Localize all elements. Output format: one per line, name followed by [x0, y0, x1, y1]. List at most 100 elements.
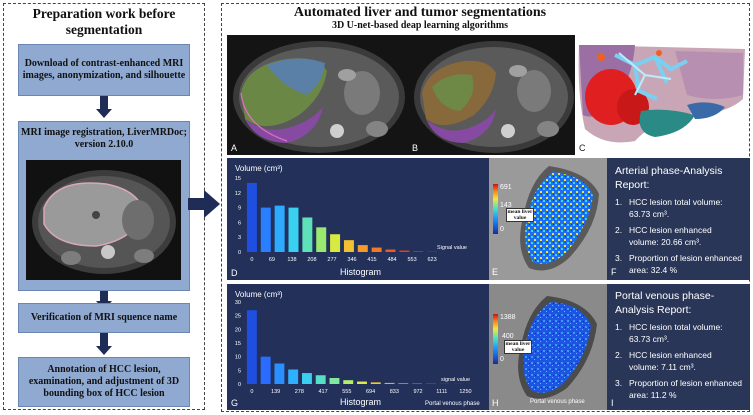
- histogram-g: Volume (cm³) signal value Histogram Port…: [227, 284, 490, 410]
- big-arrow-shaft: [188, 198, 204, 210]
- step-annotation-text: Annotation of HCC lesion, examination, a…: [28, 364, 180, 399]
- map-e-scale-min: 0: [500, 226, 504, 233]
- report-item-number: 3.: [615, 253, 623, 263]
- chart-d-bar: [385, 249, 396, 252]
- map-e-scale-mid: 143: [500, 202, 512, 209]
- report-portal: Portal venous phase-Analysis Report: 1. H…: [607, 284, 750, 410]
- chart-d-xtick: 208: [307, 257, 316, 263]
- step-annotation: Annotation of HCC lesion, examination, a…: [18, 357, 190, 407]
- chart-g-bar: [398, 383, 409, 384]
- chart-d-bar: [302, 217, 313, 252]
- chart-g-ylabel: Volume (cm³): [235, 290, 283, 299]
- chart-d-ytick: 3: [238, 235, 241, 241]
- histogram-d-svg: Volume (cm³) Signal value Histogram D 0 3…: [231, 164, 467, 278]
- histogram-d: Volume (cm³) Signal value Histogram D 0 3…: [227, 158, 490, 280]
- chart-d-xtick: 553: [407, 257, 416, 263]
- chart-d-xtick: 277: [327, 257, 336, 263]
- chart-g-xtick: 278: [295, 389, 304, 395]
- chart-d-xtick: 623: [427, 257, 436, 263]
- report-item-text: Proportion of lesion enhanced area: 11.2…: [629, 378, 742, 400]
- report-portal-item: 2. HCC lesion enhanced volume: 7.11 cm³.: [615, 349, 742, 373]
- report-arterial-item: 2. HCC lesion enhanced volume: 20.66 cm³.: [615, 224, 742, 248]
- chart-d-bar: [371, 247, 382, 252]
- report-item-number: 3.: [615, 378, 623, 388]
- chart-d-bar: [316, 227, 327, 252]
- chart-g-xtick: 694: [366, 389, 375, 395]
- chart-d-ytick: 9: [238, 206, 241, 212]
- chart-g-bar: [274, 363, 285, 384]
- report-portal-item: 1. HCC lesion total volume: 63.73 cm³.: [615, 321, 742, 345]
- map-h-scale-mid: 400: [502, 333, 514, 340]
- report-arterial-item: 1. HCC lesion total volume: 63.73 cm³.: [615, 196, 742, 220]
- report-item-text: HCC lesion total volume: 63.73 cm³.: [629, 322, 723, 344]
- chart-g-bar: [384, 382, 395, 384]
- chart-d-bar: [399, 250, 410, 252]
- chart-g-bar: [370, 382, 381, 384]
- chart-d-xtick: 484: [387, 257, 396, 263]
- arrow-shaft-1: [100, 96, 108, 110]
- scan-b-image: [408, 35, 576, 155]
- chart-d-xtick: 0: [250, 257, 253, 263]
- report-item-number: 2.: [615, 225, 623, 235]
- chart-g-bar: [357, 381, 367, 384]
- chart-g-xtick: 555: [342, 389, 351, 395]
- chart-g-bar: [315, 375, 326, 384]
- chart-g-bar: [343, 380, 354, 384]
- chart-g-xtick: 0: [250, 389, 253, 395]
- chart-d-bar: [330, 234, 341, 252]
- scan-c-label: C: [579, 143, 586, 153]
- chart-g-ytick: 30: [235, 300, 241, 306]
- chart-g-bar: [288, 369, 299, 384]
- chart-d-bar: [413, 251, 424, 252]
- report-i-letter: I: [611, 398, 614, 408]
- chart-d-xtick: 346: [347, 257, 356, 263]
- step-verification: Verification of MRI squence name: [18, 303, 190, 333]
- map-e-letter: E: [492, 267, 499, 277]
- report-item-number: 2.: [615, 350, 623, 360]
- chart-g-bar: [301, 373, 312, 384]
- arrow-down-icon: [96, 346, 112, 355]
- chart-g-bar: [260, 356, 271, 384]
- report-item-text: HCC lesion total volume: 63.73 cm³.: [629, 197, 723, 219]
- chart-d-ytick: 12: [235, 191, 241, 197]
- chart-g-bar: [246, 310, 257, 384]
- chart-d-ytick: 15: [235, 176, 241, 182]
- report-f-letter: F: [611, 267, 617, 277]
- chart-g-xtick: 1111: [436, 389, 447, 395]
- chart-d-bar: [357, 245, 368, 252]
- chart-d-letter: D: [231, 268, 238, 278]
- chart-g-ytick: 5: [238, 368, 241, 374]
- chart-d-xlabel: Histogram: [340, 267, 381, 277]
- map-h-letter: H: [492, 398, 499, 408]
- report-item-text: HCC lesion enhanced volume: 20.66 cm³.: [629, 225, 712, 247]
- map-e-mean-label: mean liver value: [506, 208, 534, 222]
- scan-a-label: A: [231, 143, 238, 153]
- report-portal-title: Portal venous phase-Analysis Report:: [615, 290, 715, 316]
- map-h-scale-min: 0: [500, 356, 504, 363]
- map-e-scale-max: 691: [500, 184, 512, 191]
- preparation-title: Preparation work before segmentation: [32, 6, 176, 37]
- chart-g-xtick: 417: [318, 389, 327, 395]
- chart-g-ytick: 0: [238, 382, 241, 388]
- chart-g-xtick: 972: [413, 389, 422, 395]
- chart-d-xtick: 138: [287, 257, 296, 263]
- scan-c-3d-render: [575, 35, 747, 155]
- scan-a-image: [227, 35, 409, 155]
- chart-d-bar: [246, 182, 257, 252]
- chart-d-xtick: 415: [367, 257, 376, 263]
- chart-g-xlabel: Histogram: [340, 397, 381, 407]
- chart-g-bar: [329, 377, 340, 384]
- chart-g-ytick: 25: [235, 314, 241, 320]
- chart-g-xtick: 833: [390, 389, 399, 395]
- report-arterial-item: 3. Proportion of lesion enhanced area: 32…: [615, 252, 742, 276]
- chart-d-bar: [260, 207, 271, 252]
- chart-g-footer: Portal venous phase: [425, 401, 480, 407]
- chart-d-xnote: Signal value: [437, 245, 467, 251]
- arrow-shaft-2: [100, 291, 108, 302]
- chart-g-letter: G: [231, 398, 238, 408]
- heatmap-e: [489, 158, 607, 280]
- heatmap-h: [489, 284, 607, 410]
- step-download: Download of contrast-enhanced MRI images…: [18, 44, 190, 96]
- step-verification-text: Verification of MRI squence name: [30, 312, 178, 323]
- chart-g-xtick: 1250: [459, 389, 471, 395]
